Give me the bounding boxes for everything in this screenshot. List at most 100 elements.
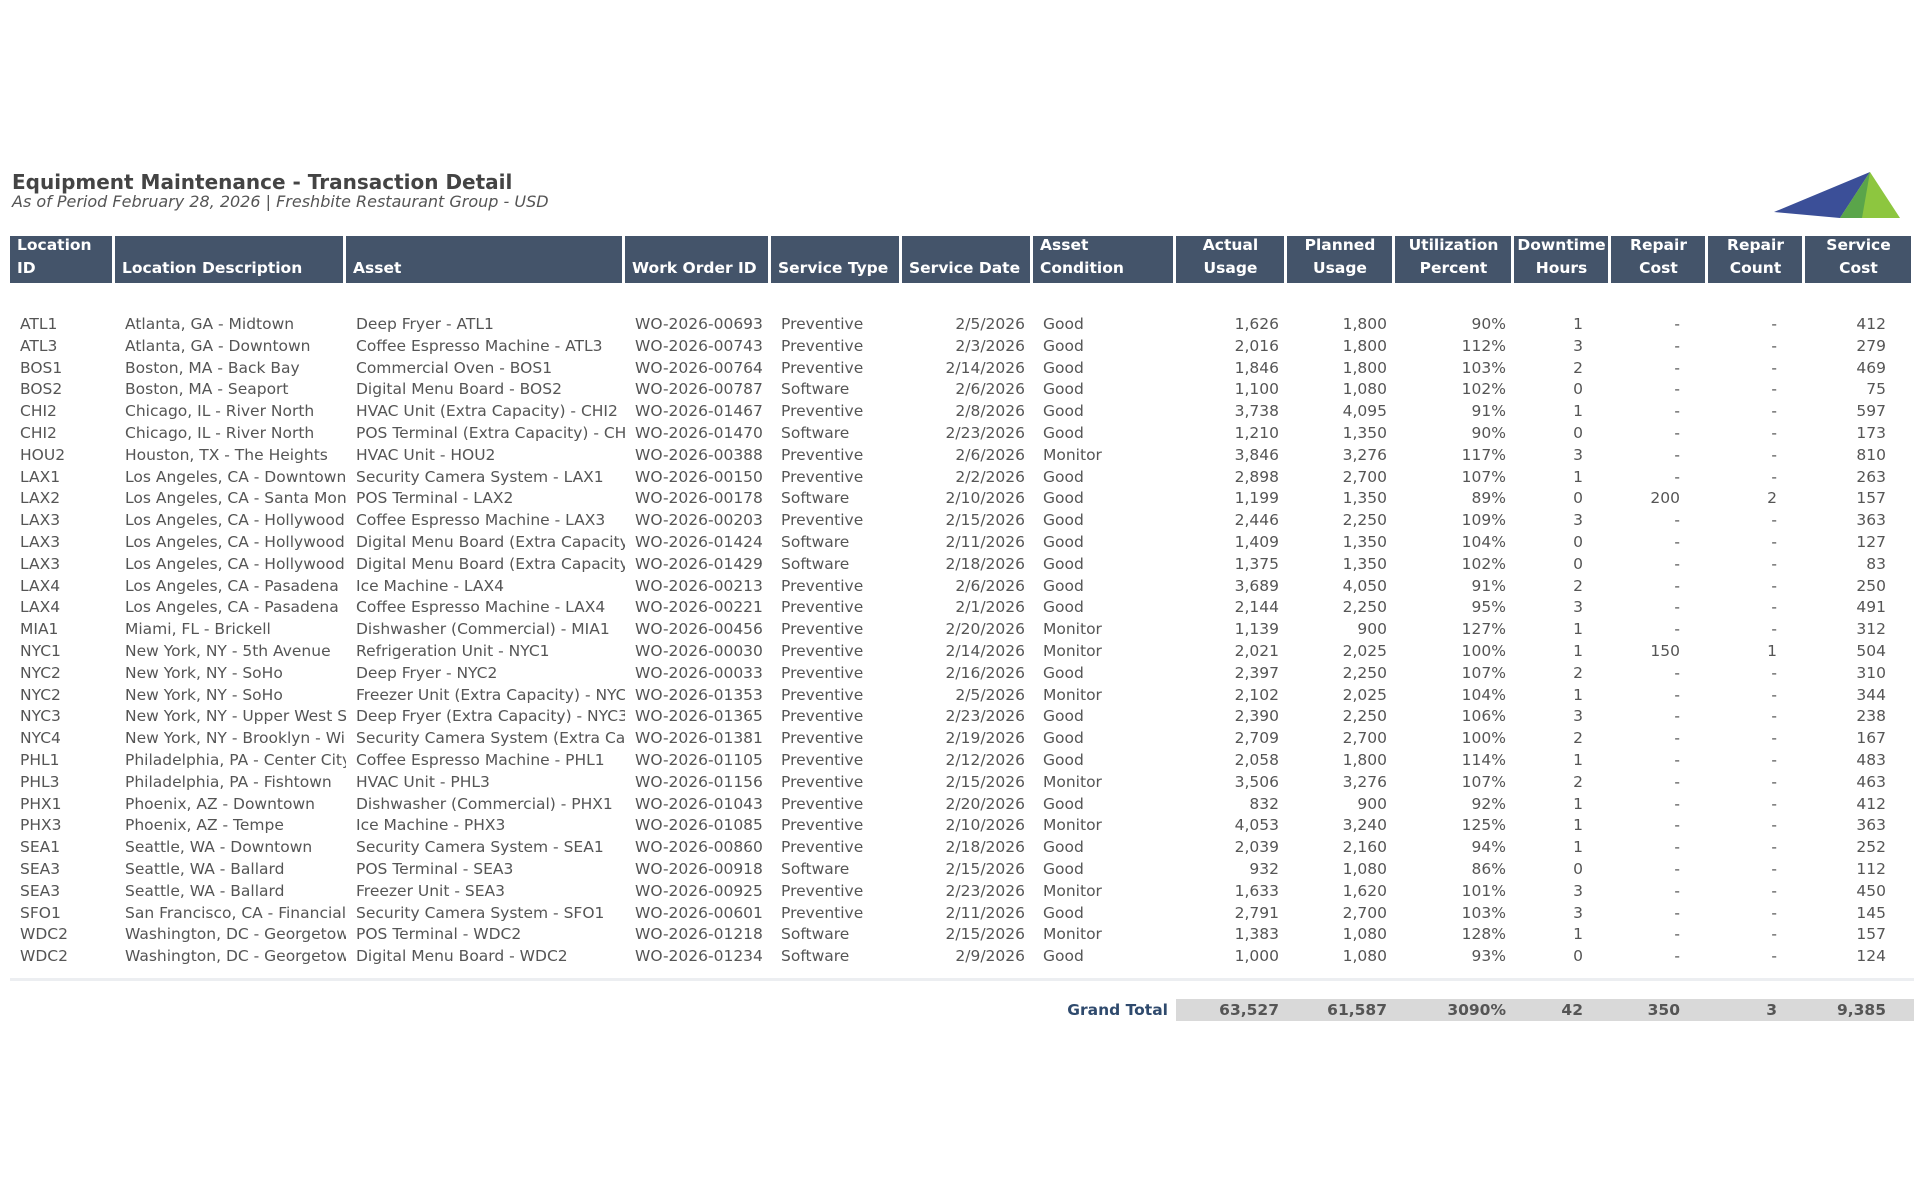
table-cell: Good [1043, 467, 1084, 486]
total-value: 3090% [1395, 999, 1514, 1021]
table-cell: POS Terminal - SEA3 [356, 860, 514, 878]
table-cell: - [1674, 860, 1680, 878]
table-cell: 2/20/2026 [945, 620, 1025, 639]
table-cell: Preventive [781, 445, 864, 464]
table-cell: 2/15/2026 [945, 860, 1025, 878]
table-cell: Seattle, WA - Downtown [125, 838, 313, 857]
table-cell: 2,039 [1234, 838, 1279, 857]
table-cell: 124 [1856, 947, 1886, 966]
table-cell: 3 [1573, 707, 1583, 726]
table-row: SEA1 Seattle, WA - Downtown Security Camer… [10, 836, 1914, 858]
table-cell: LAX3 [20, 533, 61, 551]
table-cell: WDC2 [20, 947, 68, 966]
column-header: Repair Cost [1611, 236, 1708, 283]
table-cell: Los Angeles, CA - Hollywood [125, 511, 345, 530]
table-cell: 2,025 [1342, 685, 1387, 704]
table-cell: 94% [1471, 838, 1506, 857]
table-cell: 103% [1461, 358, 1506, 377]
table-cell: WO-2026-00925 [635, 881, 763, 900]
table-cell: 1,080 [1342, 947, 1387, 966]
table-cell: Atlanta, GA - Downtown [125, 336, 311, 355]
column-header: Location ID [10, 236, 115, 283]
table-cell: 2/5/2026 [955, 315, 1025, 333]
table-row: NYC2 New York, NY - SoHo Deep Fryer - NYC2… [10, 662, 1914, 684]
column-header: Service Type [771, 236, 902, 283]
table-cell: 167 [1856, 729, 1886, 748]
table-cell: Dishwasher (Commercial) - MIA1 [356, 620, 610, 639]
table-cell: Los Angeles, CA - Hollywood [125, 554, 345, 573]
table-cell: Good [1043, 794, 1084, 813]
table-cell: Houston, TX - The Heights [125, 445, 328, 464]
table-cell: New York, NY - SoHo [125, 685, 283, 704]
table-cell: 1 [1573, 794, 1583, 813]
table-cell: 1,080 [1342, 860, 1387, 878]
table-row: CHI2 Chicago, IL - River North POS Termina… [10, 422, 1914, 444]
table-cell: - [1674, 838, 1680, 857]
table-cell: WDC2 [20, 925, 68, 944]
table-cell: Monitor [1043, 772, 1102, 791]
table-cell: 0 [1573, 860, 1583, 878]
table-cell: 109% [1461, 511, 1506, 530]
table-cell: 173 [1856, 424, 1886, 442]
total-value: 42 [1514, 999, 1611, 1021]
table-cell: - [1674, 685, 1680, 704]
table-cell: 1,350 [1342, 554, 1387, 573]
table-cell: NYC1 [20, 642, 61, 660]
table-cell: 2/20/2026 [945, 794, 1025, 813]
table-cell: Good [1043, 533, 1084, 551]
table-row: SEA3 Seattle, WA - Ballard POS Terminal - … [10, 858, 1914, 880]
table-cell: New York, NY - 5th Avenue [125, 642, 331, 660]
table-cell: - [1674, 816, 1680, 835]
table-cell: 4,095 [1342, 402, 1387, 421]
table-cell: Good [1043, 707, 1084, 726]
table-cell: Good [1043, 554, 1084, 573]
table-cell: 2/18/2026 [945, 554, 1025, 573]
table-cell: Coffee Espresso Machine - LAX4 [356, 598, 606, 617]
table-cell: Phoenix, AZ - Tempe [125, 816, 284, 835]
table-cell: NYC4 [20, 729, 61, 748]
table-cell: Security Camera System - LAX1 [356, 467, 604, 486]
table-cell: - [1771, 424, 1777, 442]
table-cell: - [1674, 772, 1680, 791]
table-row: LAX4 Los Angeles, CA - Pasadena Ice Machin… [10, 575, 1914, 597]
table-cell: - [1674, 445, 1680, 464]
table-cell: 2,144 [1234, 598, 1279, 617]
table-cell: Preventive [781, 816, 864, 835]
table-cell: 2/15/2026 [945, 925, 1025, 944]
table-cell: 3 [1573, 881, 1583, 900]
table-cell: - [1674, 903, 1680, 922]
table-cell: - [1771, 336, 1777, 355]
table-cell: 2,250 [1342, 707, 1387, 726]
table-cell: 83 [1866, 554, 1886, 573]
table-cell: WO-2026-01467 [635, 402, 763, 421]
report-subtitle: As of Period February 28, 2026 | Freshbi… [12, 192, 549, 211]
table-cell: Security Camera System - SEA1 [356, 838, 604, 857]
table-cell: Atlanta, GA - Midtown [125, 315, 295, 333]
table-cell: 2,102 [1234, 685, 1279, 704]
table-cell: 363 [1856, 511, 1886, 530]
table-cell: 2/10/2026 [945, 489, 1025, 508]
table-cell: Good [1043, 838, 1084, 857]
table-cell: 3,276 [1342, 772, 1387, 791]
table-cell: Preventive [781, 620, 864, 639]
table-cell: 4,053 [1234, 816, 1279, 835]
table-cell: Los Angeles, CA - Pasadena [125, 598, 339, 617]
table-cell: 0 [1573, 489, 1583, 508]
table-cell: 2,016 [1234, 336, 1279, 355]
table-cell: - [1674, 315, 1680, 333]
table-cell: - [1771, 794, 1777, 813]
table-cell: - [1771, 467, 1777, 486]
table-cell: WO-2026-00388 [635, 445, 763, 464]
table-cell: 412 [1856, 315, 1886, 333]
table-cell: 2/2/2026 [955, 467, 1025, 486]
table-cell: PHX1 [20, 794, 62, 813]
table-cell: WO-2026-01365 [635, 707, 763, 726]
table-cell: Digital Menu Board - BOS2 [356, 380, 562, 399]
table-cell: 450 [1856, 881, 1886, 900]
table-cell: Preventive [781, 467, 864, 486]
table-cell: WO-2026-01105 [635, 751, 763, 769]
table-cell: 2,160 [1342, 838, 1387, 857]
table-cell: 100% [1461, 729, 1506, 748]
table-cell: Preventive [781, 751, 864, 769]
table-cell: Good [1043, 380, 1084, 399]
